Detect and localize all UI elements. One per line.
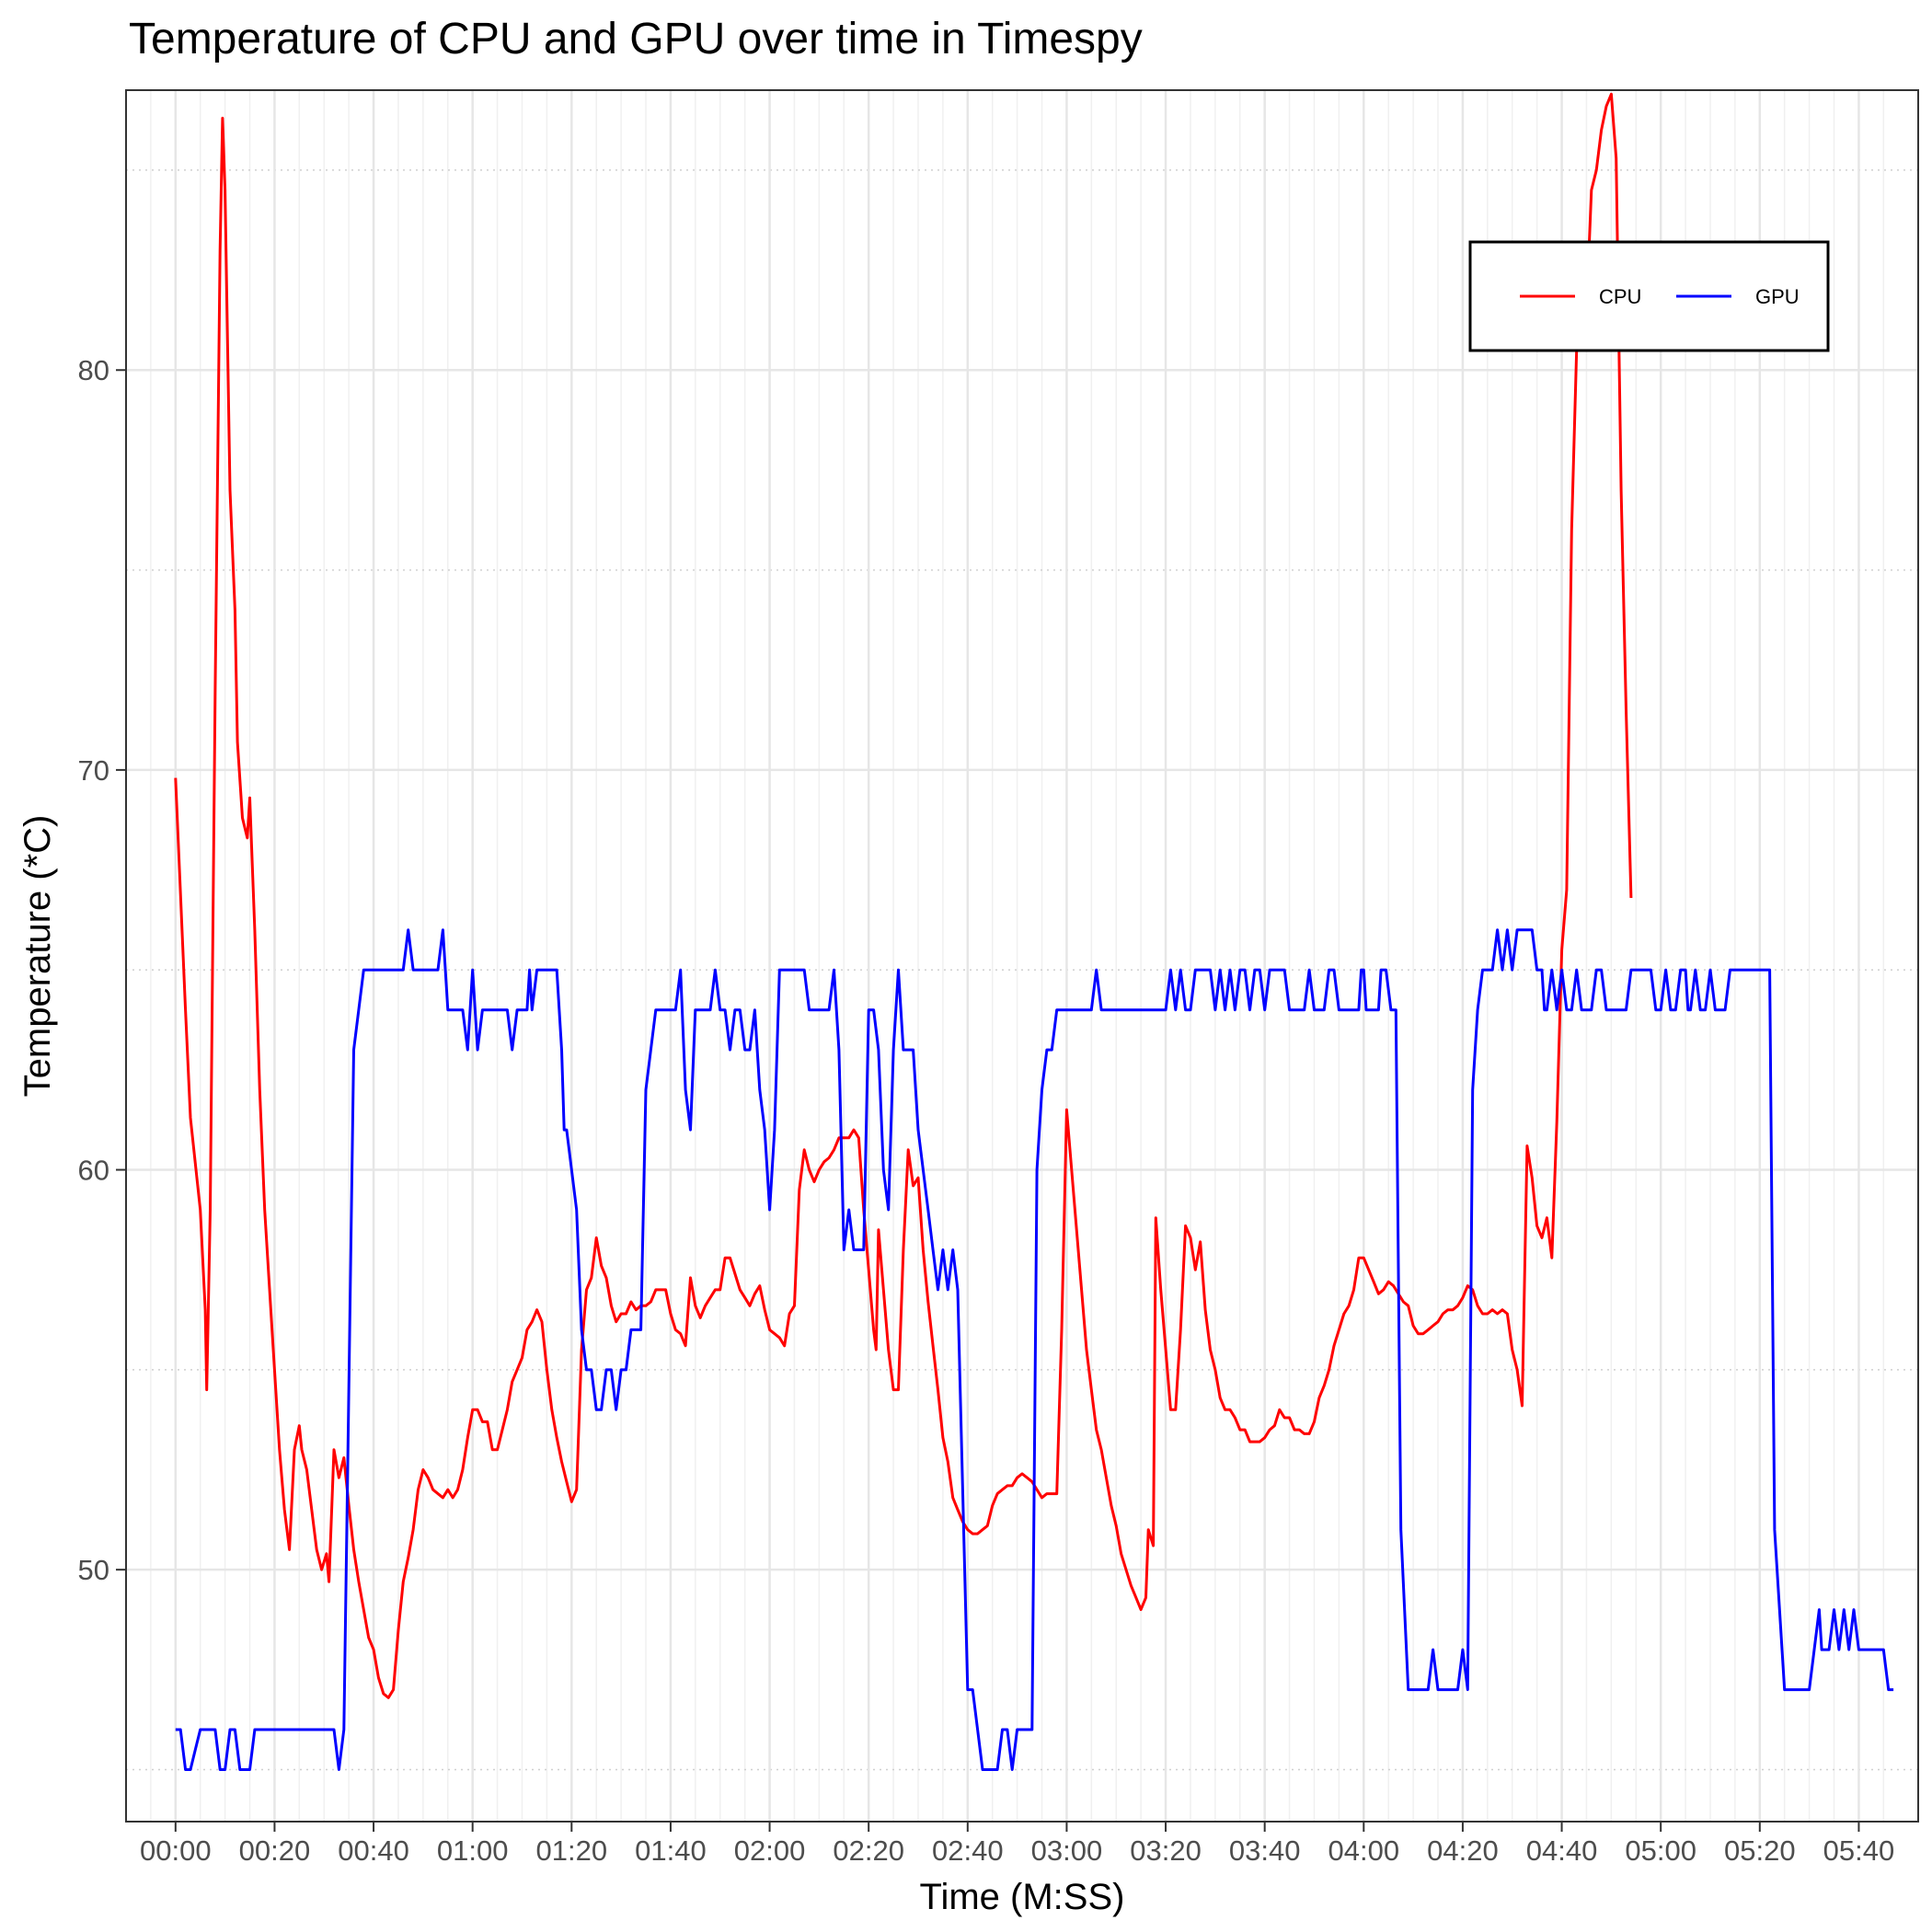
x-tick-label: 05:20 xyxy=(1724,1834,1796,1867)
y-tick-label: 80 xyxy=(78,354,109,386)
x-tick-label: 01:40 xyxy=(635,1834,707,1867)
x-tick-label: 00:40 xyxy=(338,1834,409,1867)
panel-border xyxy=(125,89,1919,1823)
x-tick-label: 01:20 xyxy=(536,1834,608,1867)
x-tick-label: 03:20 xyxy=(1130,1834,1202,1867)
series-line-cpu xyxy=(174,92,1633,1699)
x-tick-label: 00:00 xyxy=(140,1834,212,1867)
x-tick-label: 04:00 xyxy=(1328,1834,1400,1867)
x-tick-label: 00:20 xyxy=(239,1834,311,1867)
x-tick-label: 01:00 xyxy=(437,1834,509,1867)
x-axis-title: Time (M:SS) xyxy=(920,1877,1125,1917)
x-tick-label: 02:00 xyxy=(734,1834,806,1867)
x-tick-label: 04:20 xyxy=(1427,1834,1499,1867)
legend-cpu-label: CPU xyxy=(1599,285,1641,308)
y-tick-label: 60 xyxy=(78,1155,109,1187)
y-tick-label: 50 xyxy=(78,1554,109,1586)
series-line-gpu xyxy=(175,928,1894,1771)
series-layer xyxy=(174,92,1894,1771)
chart-title: Temperature of CPU and GPU over time in … xyxy=(129,15,1143,63)
legend: CPU GPU xyxy=(1468,240,1830,352)
x-tick-label: 03:00 xyxy=(1031,1834,1103,1867)
y-tick-label: 70 xyxy=(78,754,109,787)
x-tick-label: 02:40 xyxy=(932,1834,1004,1867)
x-tick-label: 03:40 xyxy=(1229,1834,1301,1867)
y-axis: 50 60 70 80 xyxy=(78,354,126,1586)
x-tick-label: 05:00 xyxy=(1625,1834,1696,1867)
x-axis: 00:00 00:20 00:40 01:00 01:20 01:40 02:00 02:20… xyxy=(140,1822,1894,1867)
x-tick-label: 05:40 xyxy=(1823,1834,1895,1867)
x-tick-label: 04:40 xyxy=(1526,1834,1598,1867)
y-axis-title: Temperature (*C) xyxy=(17,815,58,1098)
legend-gpu-label: GPU xyxy=(1755,285,1800,308)
grid-layer xyxy=(126,90,1918,1822)
x-tick-label: 02:20 xyxy=(833,1834,904,1867)
